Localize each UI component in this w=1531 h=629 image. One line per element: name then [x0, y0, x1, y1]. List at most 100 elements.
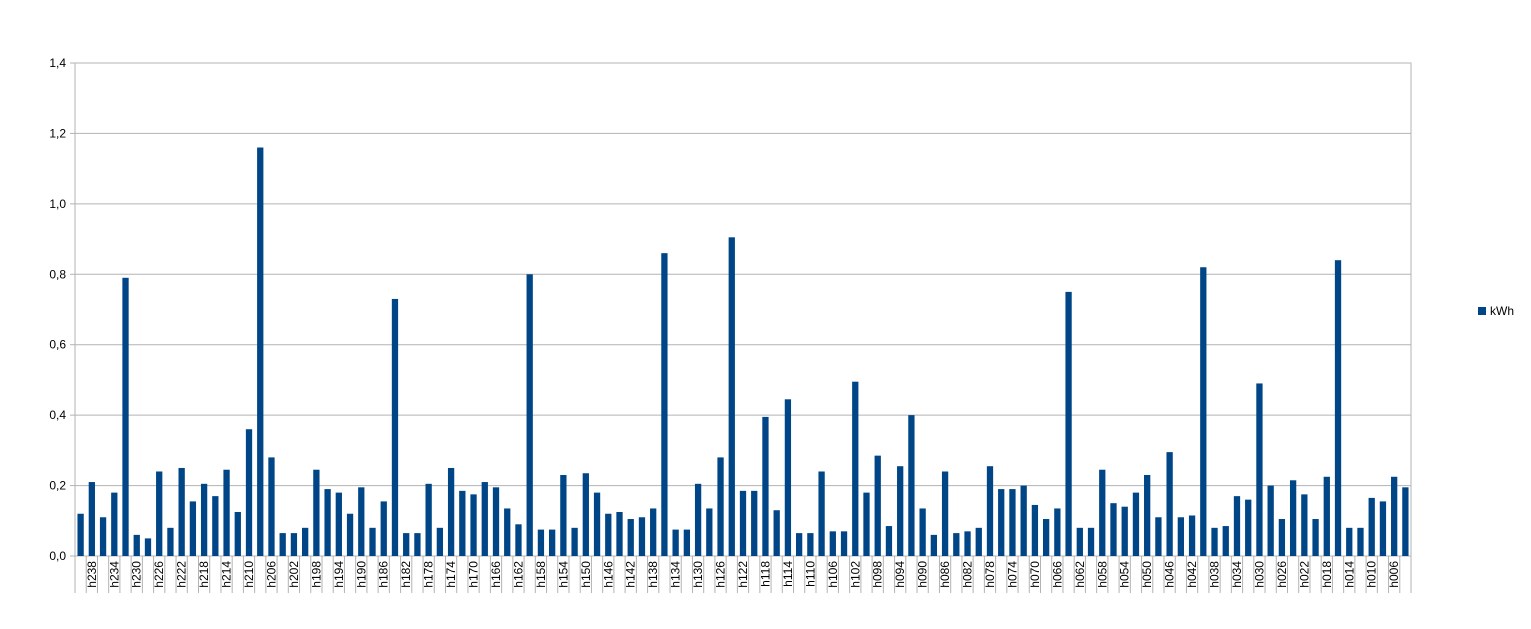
x-tick-label: h062	[1073, 561, 1087, 588]
bar	[1031, 504, 1039, 556]
bar	[537, 529, 545, 556]
y-tick-label: 0,4	[49, 408, 66, 422]
bar	[1278, 519, 1286, 556]
x-tick-label: h134	[669, 561, 683, 588]
bar	[1087, 527, 1095, 556]
x-tick-label: h230	[130, 561, 144, 588]
bar	[1132, 492, 1140, 556]
x-tick-label: h086	[938, 561, 952, 588]
x-tick-label: h162	[511, 561, 525, 588]
bar	[133, 534, 140, 556]
x-tick-label: h026	[1275, 561, 1289, 588]
bar	[1177, 517, 1184, 556]
bar	[1301, 494, 1308, 556]
bar	[908, 415, 915, 556]
y-tick-label: 0,0	[49, 549, 66, 563]
plot-area	[74, 62, 1412, 557]
bar	[414, 533, 421, 556]
x-tick-label: h234	[107, 561, 121, 588]
bar	[358, 487, 365, 556]
bar	[1054, 508, 1061, 556]
bar	[1222, 526, 1229, 556]
bar	[470, 494, 477, 556]
bar	[807, 533, 814, 556]
x-tick-label: h054	[1118, 561, 1132, 588]
bar	[1289, 480, 1297, 556]
bar	[605, 513, 612, 556]
x-tick-label: h126	[714, 561, 728, 588]
bar	[234, 511, 241, 556]
x-tick-label: h102	[848, 561, 862, 588]
bar	[346, 513, 354, 556]
x-tick-label: h182	[399, 561, 413, 588]
bar	[1312, 519, 1319, 556]
bar	[290, 533, 298, 556]
bar	[706, 508, 713, 556]
x-tick-label: h050	[1140, 561, 1154, 588]
x-tick-label: h110	[803, 561, 817, 587]
x-tick-label: h106	[826, 561, 840, 588]
x-tick-label: h210	[242, 561, 256, 588]
x-tick-label: h094	[893, 561, 907, 588]
bar	[964, 531, 971, 556]
bar	[313, 469, 320, 556]
bar	[335, 492, 342, 556]
bar	[897, 466, 904, 556]
x-tick-label: h066	[1050, 561, 1064, 588]
bar	[1323, 476, 1330, 556]
bar	[268, 457, 275, 556]
bar	[829, 531, 836, 556]
x-tick-label: h082	[961, 561, 975, 588]
bar	[1155, 517, 1162, 556]
bar	[1200, 267, 1207, 556]
bar	[492, 487, 500, 556]
bar	[1065, 291, 1072, 556]
bar	[627, 519, 634, 556]
y-tick-label: 0,6	[49, 338, 66, 352]
x-tick-label: h058	[1095, 561, 1109, 588]
bar	[818, 471, 825, 556]
bar	[1357, 527, 1364, 556]
x-tick-label: h170	[467, 561, 481, 588]
bar	[459, 490, 466, 556]
x-tick-label: h226	[152, 561, 166, 588]
bar	[302, 527, 309, 556]
bar	[1402, 487, 1409, 556]
bar	[122, 277, 129, 556]
bar	[582, 473, 589, 556]
x-tick-label: h122	[736, 561, 750, 588]
bar	[1144, 475, 1151, 556]
bar	[380, 501, 387, 556]
bar	[784, 399, 792, 556]
bar	[717, 457, 724, 556]
bar	[111, 492, 118, 556]
x-tick-label: h206	[264, 561, 278, 588]
bar	[88, 482, 95, 556]
bar	[223, 469, 230, 556]
x-tick-label: h014	[1342, 561, 1356, 588]
bar	[998, 489, 1005, 556]
x-tick-label: h178	[422, 561, 436, 588]
bar	[1334, 260, 1342, 556]
x-tick-label: h006	[1387, 561, 1401, 588]
bar	[1009, 489, 1016, 556]
bar	[447, 467, 455, 556]
bar	[840, 531, 848, 556]
x-tick-label: h034	[1230, 561, 1244, 588]
bar	[257, 147, 264, 556]
bar	[425, 483, 432, 556]
y-tick-label: 1,0	[49, 197, 66, 211]
x-tick-label: h138	[646, 561, 660, 588]
bar	[178, 467, 185, 556]
bar	[1256, 383, 1263, 556]
y-tick-label: 1,2	[49, 126, 66, 140]
x-tick-label: h238	[85, 561, 99, 588]
bar	[1346, 527, 1353, 556]
bar	[616, 511, 623, 556]
x-tick-label: h142	[624, 561, 638, 588]
bar	[481, 482, 488, 556]
x-tick-label: h042	[1185, 561, 1199, 588]
bar	[795, 533, 803, 556]
bar	[245, 429, 253, 556]
bar	[1099, 469, 1106, 556]
